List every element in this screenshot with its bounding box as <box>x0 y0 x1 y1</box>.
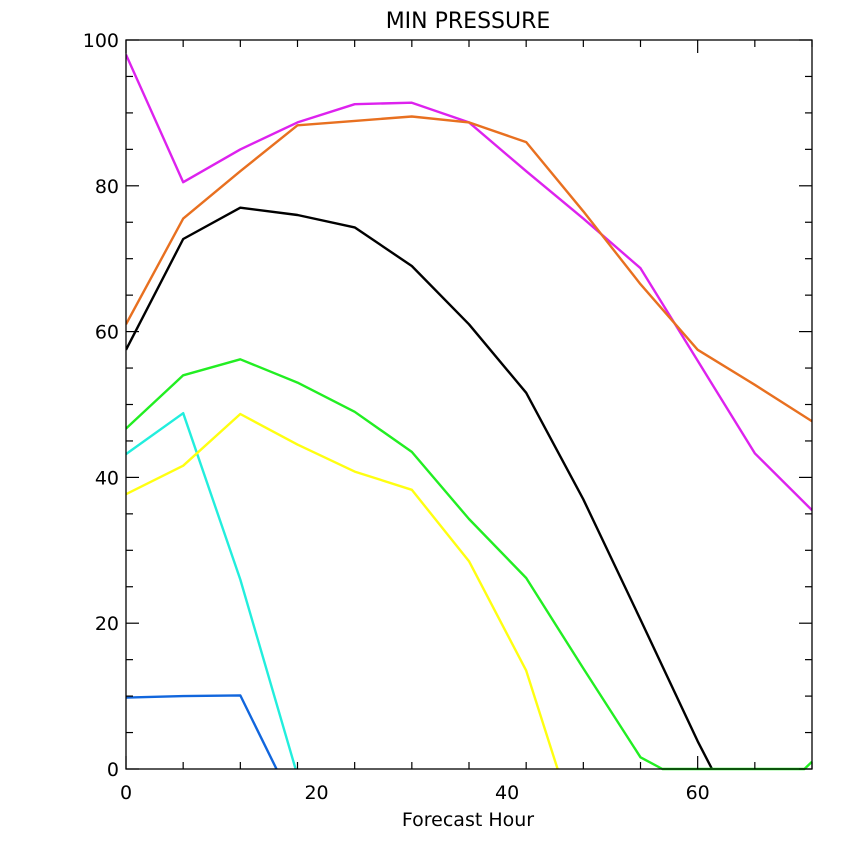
chart-title: MIN PRESSURE <box>386 9 551 34</box>
y-tick-label: 40 <box>95 467 119 489</box>
y-tick-label: 100 <box>83 30 119 52</box>
series-line-2 <box>126 115 812 423</box>
y-tick-label: 20 <box>95 613 119 635</box>
x-tick-label: 40 <box>495 782 519 804</box>
x-tick-label: 0 <box>120 782 132 804</box>
series-line-7 <box>126 694 278 770</box>
y-tick-label: 0 <box>107 759 119 781</box>
x-tick-label: 20 <box>304 782 328 804</box>
series-line-5 <box>126 412 297 770</box>
series-line-4 <box>126 358 812 771</box>
x-tick-label: 60 <box>686 782 710 804</box>
series-line-6 <box>126 412 559 770</box>
y-tick-label: 60 <box>95 322 119 344</box>
series-layer <box>126 54 812 771</box>
x-axis-label: Forecast Hour <box>402 809 534 831</box>
series-line-3 <box>126 206 714 770</box>
plot-frame <box>125 39 813 770</box>
y-tick-label: 80 <box>95 176 119 198</box>
tick-layer <box>125 39 813 770</box>
tick-label-layer: 0 20 40 60 0 20 40 60 80 100 <box>83 30 710 804</box>
